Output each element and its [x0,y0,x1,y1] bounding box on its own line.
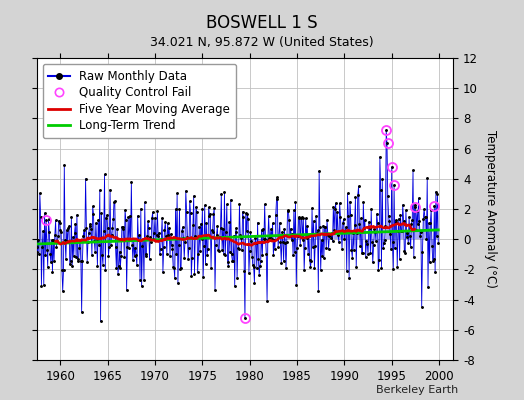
Text: BOSWELL 1 S: BOSWELL 1 S [206,14,318,32]
Legend: Raw Monthly Data, Quality Control Fail, Five Year Moving Average, Long-Term Tren: Raw Monthly Data, Quality Control Fail, … [42,64,236,138]
Y-axis label: Temperature Anomaly (°C): Temperature Anomaly (°C) [484,130,497,288]
Text: Berkeley Earth: Berkeley Earth [376,385,458,395]
Text: 34.021 N, 95.872 W (United States): 34.021 N, 95.872 W (United States) [150,36,374,49]
